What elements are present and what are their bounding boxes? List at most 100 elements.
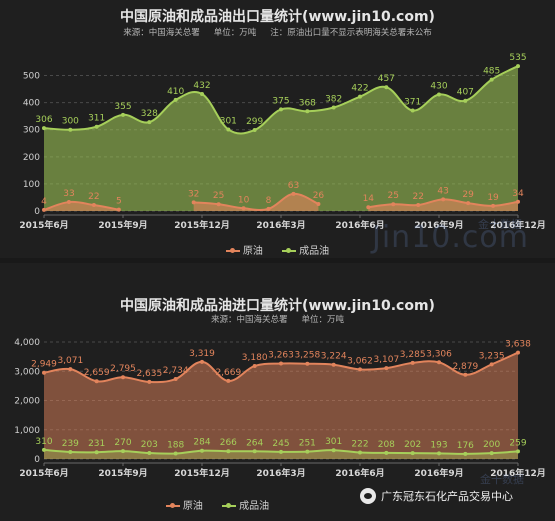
refined-point bbox=[68, 450, 73, 455]
crude-data-label: 4 bbox=[41, 197, 47, 207]
crude-point bbox=[116, 207, 121, 212]
refined-point bbox=[200, 91, 204, 96]
refined-data-label: 300 bbox=[62, 117, 79, 127]
export-legend-crude[interactable]: 原油 bbox=[225, 242, 263, 257]
refined-data-label: 259 bbox=[509, 438, 526, 448]
y-tick-label: 100 bbox=[23, 180, 40, 190]
crude-point bbox=[384, 366, 389, 371]
y-tick-label: 0 bbox=[34, 455, 40, 465]
refined-point bbox=[410, 451, 415, 456]
crude-data-label: 2,635 bbox=[136, 369, 162, 379]
refined-point bbox=[463, 98, 468, 103]
export-watermark-small: 金十数据 bbox=[478, 218, 522, 231]
refined-data-label: 311 bbox=[88, 114, 105, 124]
import-chart-svg: 0 1,000 2,000 3,000 4,000 2015年6月 2015年9月 2015年… bbox=[14, 338, 546, 479]
refined-data-label: 310 bbox=[35, 437, 52, 447]
crude-point bbox=[91, 203, 96, 208]
crude-data-label: 2,669 bbox=[215, 368, 241, 378]
refined-point bbox=[226, 449, 231, 454]
crude-area bbox=[368, 199, 518, 211]
refined-point bbox=[42, 447, 46, 452]
crude-data-label: 5 bbox=[116, 197, 122, 207]
x-tick-label: 2016年9月 bbox=[414, 467, 463, 479]
crude-point bbox=[437, 360, 441, 365]
crude-data-label: 3,258 bbox=[294, 351, 320, 361]
crude-point bbox=[516, 199, 520, 204]
crude-point bbox=[491, 203, 496, 208]
refined-point bbox=[384, 85, 389, 90]
crude-point bbox=[416, 203, 421, 208]
export-chart-svg: 0 100 200 300 400 500 2015年6月 2015年9月 2015年12月 20… bbox=[19, 53, 545, 231]
x-tick-label: 2016年12月 bbox=[490, 467, 546, 479]
crude-data-label: 32 bbox=[188, 189, 199, 199]
refined-data-label: 375 bbox=[272, 96, 289, 106]
export-chart-title: 中国原油和成品油出口量统计(www.jin10.com) bbox=[120, 9, 435, 25]
import-legend-refined[interactable]: 成品油 bbox=[222, 497, 269, 512]
export-subtitle-source: 来源：中国海关总署 bbox=[123, 28, 200, 38]
x-tick-label: 2016年3月 bbox=[256, 467, 305, 479]
crude-data-label: 2,659 bbox=[84, 368, 110, 378]
refined-point bbox=[279, 449, 283, 454]
crude-data-label: 25 bbox=[213, 191, 224, 201]
refined-data-label: 266 bbox=[220, 438, 237, 448]
crude-point bbox=[305, 361, 310, 366]
crude-point bbox=[241, 206, 246, 211]
refined-data-label: 264 bbox=[246, 438, 263, 448]
refined-point bbox=[437, 92, 441, 97]
crude-data-label: 3,235 bbox=[479, 351, 505, 361]
refined-point bbox=[331, 448, 336, 453]
x-tick-label: 2016年9月 bbox=[414, 219, 463, 231]
crude-point bbox=[463, 372, 468, 377]
refined-point bbox=[331, 105, 336, 110]
crude-point bbox=[252, 363, 257, 368]
y-tick-label: 500 bbox=[23, 72, 40, 82]
export-watermark: Jin10.com bbox=[372, 220, 529, 255]
crude-point bbox=[366, 205, 371, 210]
import-subtitle-source: 来源：中国海关总署 bbox=[210, 315, 288, 325]
refined-data-label: 299 bbox=[246, 117, 263, 127]
y-tick-label: 300 bbox=[23, 126, 40, 136]
refined-data-label: 328 bbox=[141, 109, 158, 119]
refined-data-label: 432 bbox=[193, 81, 210, 91]
crude-data-label: 63 bbox=[288, 181, 299, 191]
y-tick-label: 200 bbox=[23, 153, 40, 163]
crude-point bbox=[147, 379, 152, 384]
refined-point bbox=[516, 449, 520, 454]
crude-data-label: 25 bbox=[388, 191, 399, 201]
refined-data-label: 485 bbox=[483, 67, 500, 77]
refined-point bbox=[358, 450, 362, 455]
refined-data-label: 176 bbox=[457, 441, 474, 451]
refined-data-label: 231 bbox=[88, 439, 105, 449]
refined-data-label: 430 bbox=[430, 82, 447, 92]
x-tick-label: 2015年12月 bbox=[174, 219, 230, 231]
crude-data-label: 3,263 bbox=[268, 351, 294, 361]
x-tick-label: 2015年6月 bbox=[19, 219, 68, 231]
import-legend-crude[interactable]: 原油 bbox=[165, 497, 203, 512]
refined-point bbox=[489, 77, 494, 82]
crude-data-label: 34 bbox=[512, 189, 524, 199]
crude-data-label: 43 bbox=[437, 186, 448, 196]
crude-point bbox=[291, 191, 296, 196]
crude-data-label: 3,180 bbox=[242, 353, 268, 363]
crude-point bbox=[410, 360, 415, 365]
y-tick-label: 0 bbox=[34, 207, 40, 217]
export-chart-subtitle: 来源：中国海关总署 单位：万吨 注：原油出口量不显示表明海关总署未公布 bbox=[0, 26, 555, 38]
refined-data-label: 410 bbox=[167, 87, 184, 97]
refined-point bbox=[305, 109, 310, 114]
crude-line bbox=[193, 192, 319, 212]
export-legend-refined[interactable]: 成品油 bbox=[282, 242, 329, 257]
refined-point bbox=[463, 451, 468, 456]
x-tick-label: 2015年6月 bbox=[19, 467, 68, 479]
crude-data-label: 14 bbox=[363, 194, 375, 204]
crude-data-label: 3,285 bbox=[400, 350, 426, 360]
refined-data-label: 457 bbox=[378, 74, 395, 84]
wechat-account-badge[interactable]: 广东冠东石化产品交易中心 bbox=[360, 485, 513, 507]
refined-data-label: 284 bbox=[193, 438, 210, 448]
crude-area bbox=[44, 352, 518, 459]
refined-point bbox=[516, 64, 520, 69]
refined-point bbox=[121, 449, 125, 454]
crude-point bbox=[331, 362, 336, 367]
x-tick-label: 2016年3月 bbox=[256, 219, 305, 231]
refined-data-label: 382 bbox=[325, 95, 342, 105]
refined-data-label: 203 bbox=[141, 440, 158, 450]
